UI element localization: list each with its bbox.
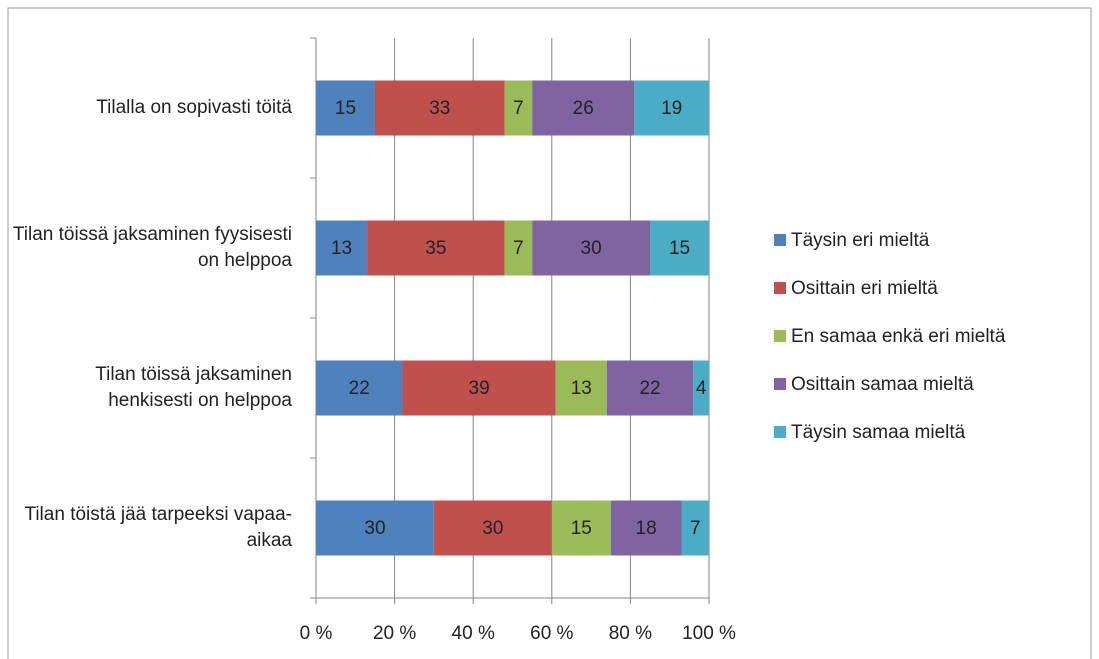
data-label: 7 <box>513 98 524 119</box>
bar-segment <box>532 80 635 136</box>
bar-segment <box>555 360 607 416</box>
bar-segment <box>693 360 709 416</box>
data-label: 13 <box>331 238 352 259</box>
bar-segment <box>316 500 434 556</box>
legend-swatch <box>774 378 786 390</box>
y-tick-label: Tilan töissä jaksaminen henkisesti on he… <box>95 364 292 411</box>
bar-segment <box>504 80 533 136</box>
data-label: 30 <box>482 518 503 539</box>
x-tick-label: 80 % <box>609 623 652 644</box>
y-tick-label: Tilan töistä jää tarpeeksi vapaa-aikaa <box>24 504 292 551</box>
legend-label: Täysin samaa mieltä <box>791 422 966 443</box>
bar-segment <box>551 500 611 556</box>
x-tick-label: 20 % <box>373 623 416 644</box>
bar-segment <box>634 80 709 136</box>
bar-segment <box>532 220 651 276</box>
data-label: 22 <box>349 378 370 399</box>
legend-swatch <box>774 330 786 342</box>
legend-swatch <box>774 426 786 438</box>
data-label: 7 <box>513 238 524 259</box>
bar-segment <box>650 220 709 276</box>
bar-segment <box>606 360 694 416</box>
data-label: 15 <box>571 518 592 539</box>
chart-border <box>7 7 1092 659</box>
bar-segment <box>433 500 552 556</box>
x-tick-label: 100 % <box>682 623 736 644</box>
bar-segment <box>610 500 682 556</box>
data-label: 35 <box>425 238 446 259</box>
data-label: 15 <box>335 98 356 119</box>
x-tick-label: 0 % <box>300 623 333 644</box>
bar-segment <box>681 500 709 556</box>
legend-label: Täysin eri mieltä <box>791 230 930 251</box>
data-label: 39 <box>469 378 490 399</box>
data-label: 13 <box>571 378 592 399</box>
bar-segment <box>316 360 403 416</box>
legend-label: En samaa enkä eri mieltä <box>791 326 1006 347</box>
bar-segment <box>316 220 368 276</box>
data-label: 4 <box>696 378 707 399</box>
data-label: 33 <box>429 98 450 119</box>
legend-label: Osittain eri mieltä <box>791 278 938 299</box>
bar-segment <box>504 220 533 276</box>
data-label: 18 <box>636 518 657 539</box>
data-label: 7 <box>690 518 701 539</box>
bar-segment <box>316 80 375 136</box>
legend-swatch <box>774 282 786 294</box>
y-tick-label: Tilan töissä jaksaminen fyysisesti on he… <box>12 224 292 271</box>
x-tick-label: 40 % <box>452 623 495 644</box>
legend-swatch <box>774 234 786 246</box>
bar-segment <box>374 80 505 136</box>
y-tick-label: Tilalla on sopivasti töitä <box>96 97 292 118</box>
x-tick-label: 60 % <box>530 623 573 644</box>
data-label: 30 <box>581 238 602 259</box>
data-label: 15 <box>669 238 690 259</box>
data-label: 22 <box>639 378 660 399</box>
data-label: 26 <box>573 98 594 119</box>
bar-segment <box>367 220 505 276</box>
data-label: 19 <box>661 98 682 119</box>
data-label: 30 <box>364 518 385 539</box>
legend-label: Osittain samaa mieltä <box>791 374 974 395</box>
bar-segment <box>402 360 556 416</box>
